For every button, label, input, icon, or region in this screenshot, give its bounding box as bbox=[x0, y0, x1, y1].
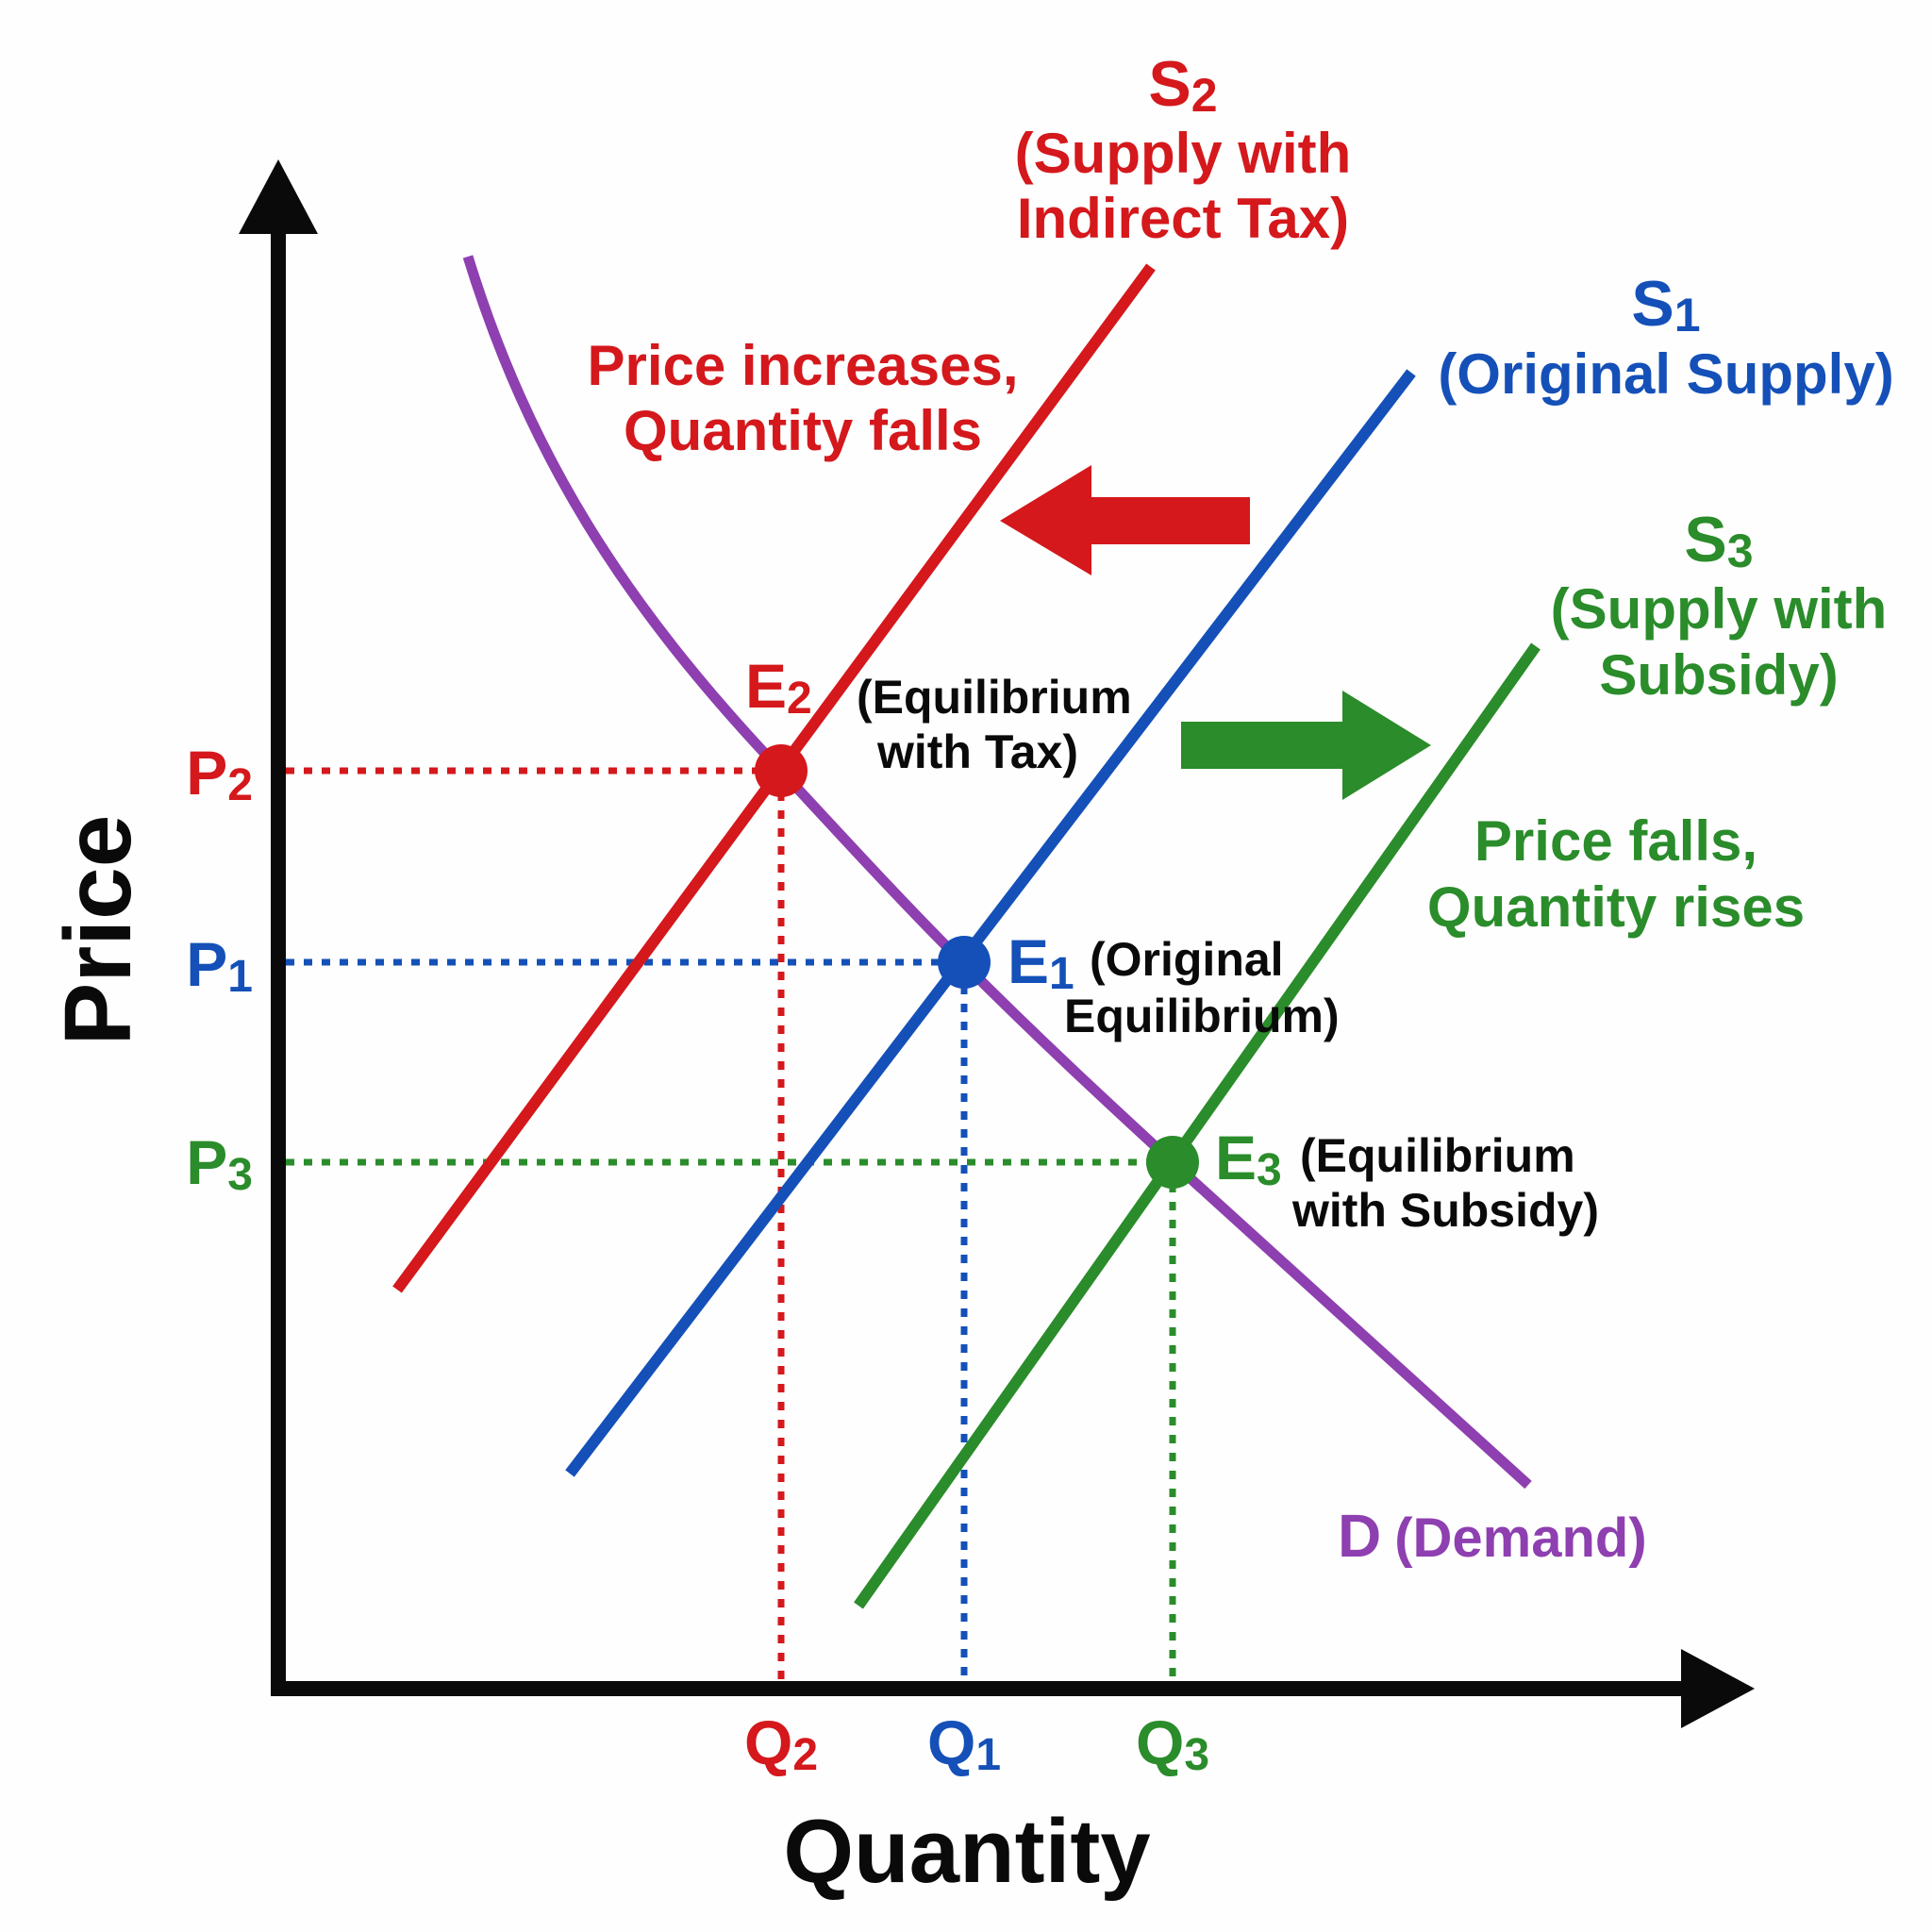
axes bbox=[239, 159, 1755, 1728]
e3-label: E3 (Equilibrium with Subsidy) bbox=[1215, 1123, 1599, 1237]
svg-text:S2: S2 bbox=[1148, 48, 1217, 122]
y-axis-title: Price bbox=[45, 815, 151, 1046]
q2-label: Q2 bbox=[744, 1707, 818, 1780]
svg-text:S1: S1 bbox=[1631, 268, 1700, 341]
supply-s1-line bbox=[565, 369, 1416, 1477]
q1-label: Q1 bbox=[927, 1707, 1001, 1780]
svg-text:Price falls,: Price falls, bbox=[1474, 809, 1757, 873]
svg-text:Indirect Tax): Indirect Tax) bbox=[1017, 187, 1349, 250]
demand-curve bbox=[462, 255, 1532, 1490]
equilibrium-e3-point bbox=[1146, 1136, 1199, 1189]
shift-right-arrow-icon bbox=[1181, 691, 1431, 800]
subsidy-effect-annotation: Price falls, Quantity rises bbox=[1427, 809, 1805, 939]
e2-label: E2 (Equilibrium with Tax) bbox=[745, 651, 1132, 778]
p2-label: P2 bbox=[186, 738, 253, 810]
svg-text:Quantity rises: Quantity rises bbox=[1427, 875, 1805, 939]
q3-label: Q3 bbox=[1136, 1707, 1209, 1780]
svg-text:(Supply with: (Supply with bbox=[1015, 122, 1352, 185]
svg-text:Price increases,: Price increases, bbox=[587, 334, 1018, 397]
x-axis-arrow-icon bbox=[1681, 1649, 1755, 1728]
tax-effect-annotation: Price increases, Quantity falls bbox=[587, 334, 1018, 462]
svg-text:D(Demand): D (Demand) bbox=[1338, 1502, 1647, 1570]
svg-text:(Equilibrium: (Equilibrium bbox=[857, 671, 1132, 724]
x-axis-line bbox=[271, 1681, 1686, 1696]
s3-label: S3 (Supply with Subsidy) bbox=[1551, 504, 1888, 707]
y-axis-line bbox=[271, 226, 286, 1696]
equilibrium-e1-point bbox=[938, 936, 991, 989]
svg-text:E3: E3 bbox=[1215, 1123, 1282, 1195]
shift-left-arrow-icon bbox=[1000, 465, 1250, 575]
s1-label: S1 (Original Supply) bbox=[1438, 268, 1893, 406]
x-axis-title: Quantity bbox=[783, 1801, 1150, 1902]
e1-label: E1 (Original Equilibrium) bbox=[1008, 926, 1340, 1042]
svg-text:Subsidy): Subsidy) bbox=[1599, 643, 1838, 707]
svg-text:with Subsidy): with Subsidy) bbox=[1291, 1184, 1599, 1237]
s2-label: S2 (Supply with Indirect Tax) bbox=[1015, 48, 1352, 250]
svg-text:(Original: (Original bbox=[1090, 933, 1284, 986]
svg-text:with Tax): with Tax) bbox=[876, 725, 1078, 778]
supply-s3-line bbox=[854, 642, 1541, 1609]
svg-text:(Original Supply): (Original Supply) bbox=[1438, 342, 1893, 406]
p1-label: P1 bbox=[186, 929, 253, 1002]
svg-text:Equilibrium): Equilibrium) bbox=[1064, 990, 1340, 1042]
equilibrium-e2-point bbox=[755, 744, 808, 797]
p3-label: P3 bbox=[186, 1127, 253, 1200]
svg-text:E2: E2 bbox=[745, 651, 812, 724]
y-axis-arrow-icon bbox=[239, 159, 318, 234]
svg-text:S3: S3 bbox=[1684, 504, 1753, 577]
svg-text:E1: E1 bbox=[1008, 926, 1074, 999]
svg-text:Quantity falls: Quantity falls bbox=[624, 399, 982, 462]
svg-text:(Supply with: (Supply with bbox=[1551, 577, 1888, 641]
guide-lines bbox=[286, 767, 1176, 1681]
svg-text:(Equilibrium: (Equilibrium bbox=[1300, 1129, 1575, 1182]
demand-label: D (Demand) bbox=[1338, 1502, 1647, 1570]
